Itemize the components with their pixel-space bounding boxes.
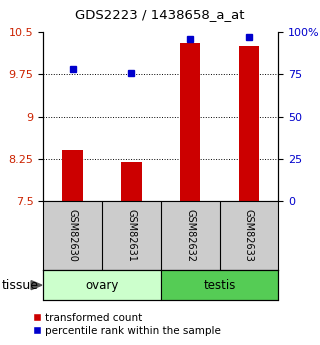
Bar xyxy=(161,270,278,300)
Text: GSM82632: GSM82632 xyxy=(185,209,195,262)
Text: tissue: tissue xyxy=(2,279,39,292)
Bar xyxy=(43,270,161,300)
Text: GSM82633: GSM82633 xyxy=(244,209,254,262)
Text: ovary: ovary xyxy=(85,279,119,292)
Text: GDS2223 / 1438658_a_at: GDS2223 / 1438658_a_at xyxy=(75,8,245,21)
Text: GSM82630: GSM82630 xyxy=(68,209,77,262)
Text: GSM82631: GSM82631 xyxy=(126,209,136,262)
Text: testis: testis xyxy=(204,279,236,292)
Bar xyxy=(62,150,83,201)
Legend: transformed count, percentile rank within the sample: transformed count, percentile rank withi… xyxy=(31,311,223,338)
Polygon shape xyxy=(31,280,42,290)
Bar xyxy=(121,162,142,201)
Bar xyxy=(239,46,259,201)
Bar xyxy=(180,43,201,201)
